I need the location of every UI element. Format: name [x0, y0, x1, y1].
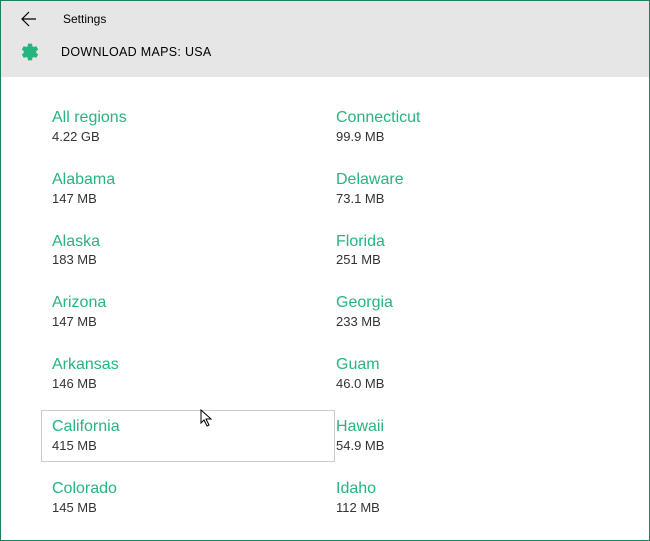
settings-label: Settings — [63, 12, 106, 26]
title-row: Settings — [1, 1, 649, 37]
map-size: 99.9 MB — [336, 129, 608, 144]
page-title: DOWNLOAD MAPS: USA — [61, 45, 212, 59]
map-name: Georgia — [336, 293, 608, 314]
map-size: 233 MB — [336, 314, 608, 329]
map-name: Hawaii — [336, 417, 608, 438]
map-size: 145 MB — [52, 500, 324, 515]
map-item[interactable]: Colorado145 MB — [41, 472, 335, 524]
maps-column-right: Connecticut99.9 MB Delaware73.1 MB Florida… — [335, 101, 619, 526]
map-size: 147 MB — [52, 314, 324, 329]
map-size: 415 MB — [52, 438, 324, 453]
map-size: 183 MB — [52, 252, 324, 267]
map-item[interactable]: Georgia233 MB — [325, 286, 619, 338]
map-size: 251 MB — [336, 252, 608, 267]
back-arrow-icon — [21, 11, 37, 27]
map-name: Arizona — [52, 293, 324, 314]
map-name: Connecticut — [336, 108, 608, 129]
map-item[interactable]: Idaho112 MB — [325, 472, 619, 524]
map-size: 147 MB — [52, 191, 324, 206]
map-name: All regions — [52, 108, 324, 129]
map-name: Colorado — [52, 479, 324, 500]
map-item[interactable]: All regions4.22 GB — [41, 101, 335, 153]
map-item[interactable]: Alabama147 MB — [41, 163, 335, 215]
map-size: 112 MB — [336, 500, 608, 515]
map-name: California — [52, 417, 324, 438]
map-size: 73.1 MB — [336, 191, 608, 206]
gear-icon — [19, 41, 41, 63]
map-name: Alaska — [52, 232, 324, 253]
map-item[interactable]: Florida251 MB — [325, 225, 619, 277]
map-name: Delaware — [336, 170, 608, 191]
map-item[interactable]: Connecticut99.9 MB — [325, 101, 619, 153]
map-item[interactable]: Guam46.0 MB — [325, 348, 619, 400]
header-bar: Settings DOWNLOAD MAPS: USA — [1, 1, 649, 77]
map-item[interactable]: Alaska183 MB — [41, 225, 335, 277]
back-button[interactable] — [19, 9, 39, 29]
map-item[interactable]: Arkansas146 MB — [41, 348, 335, 400]
map-name: Alabama — [52, 170, 324, 191]
map-item[interactable]: Hawaii54.9 MB — [325, 410, 619, 462]
map-size: 54.9 MB — [336, 438, 608, 453]
map-name: Arkansas — [52, 355, 324, 376]
subtitle-row: DOWNLOAD MAPS: USA — [1, 37, 649, 77]
maps-column-left: All regions4.22 GBAlabama147 MBAlaska183… — [51, 101, 335, 526]
map-name: Florida — [336, 232, 608, 253]
map-item[interactable]: California415 MB — [41, 410, 335, 462]
maps-list: All regions4.22 GBAlabama147 MBAlaska183… — [1, 77, 649, 526]
map-name: Guam — [336, 355, 608, 376]
map-name: Idaho — [336, 479, 608, 500]
map-size: 146 MB — [52, 376, 324, 391]
map-item[interactable]: Arizona147 MB — [41, 286, 335, 338]
map-size: 46.0 MB — [336, 376, 608, 391]
map-item[interactable]: Delaware73.1 MB — [325, 163, 619, 215]
map-size: 4.22 GB — [52, 129, 324, 144]
